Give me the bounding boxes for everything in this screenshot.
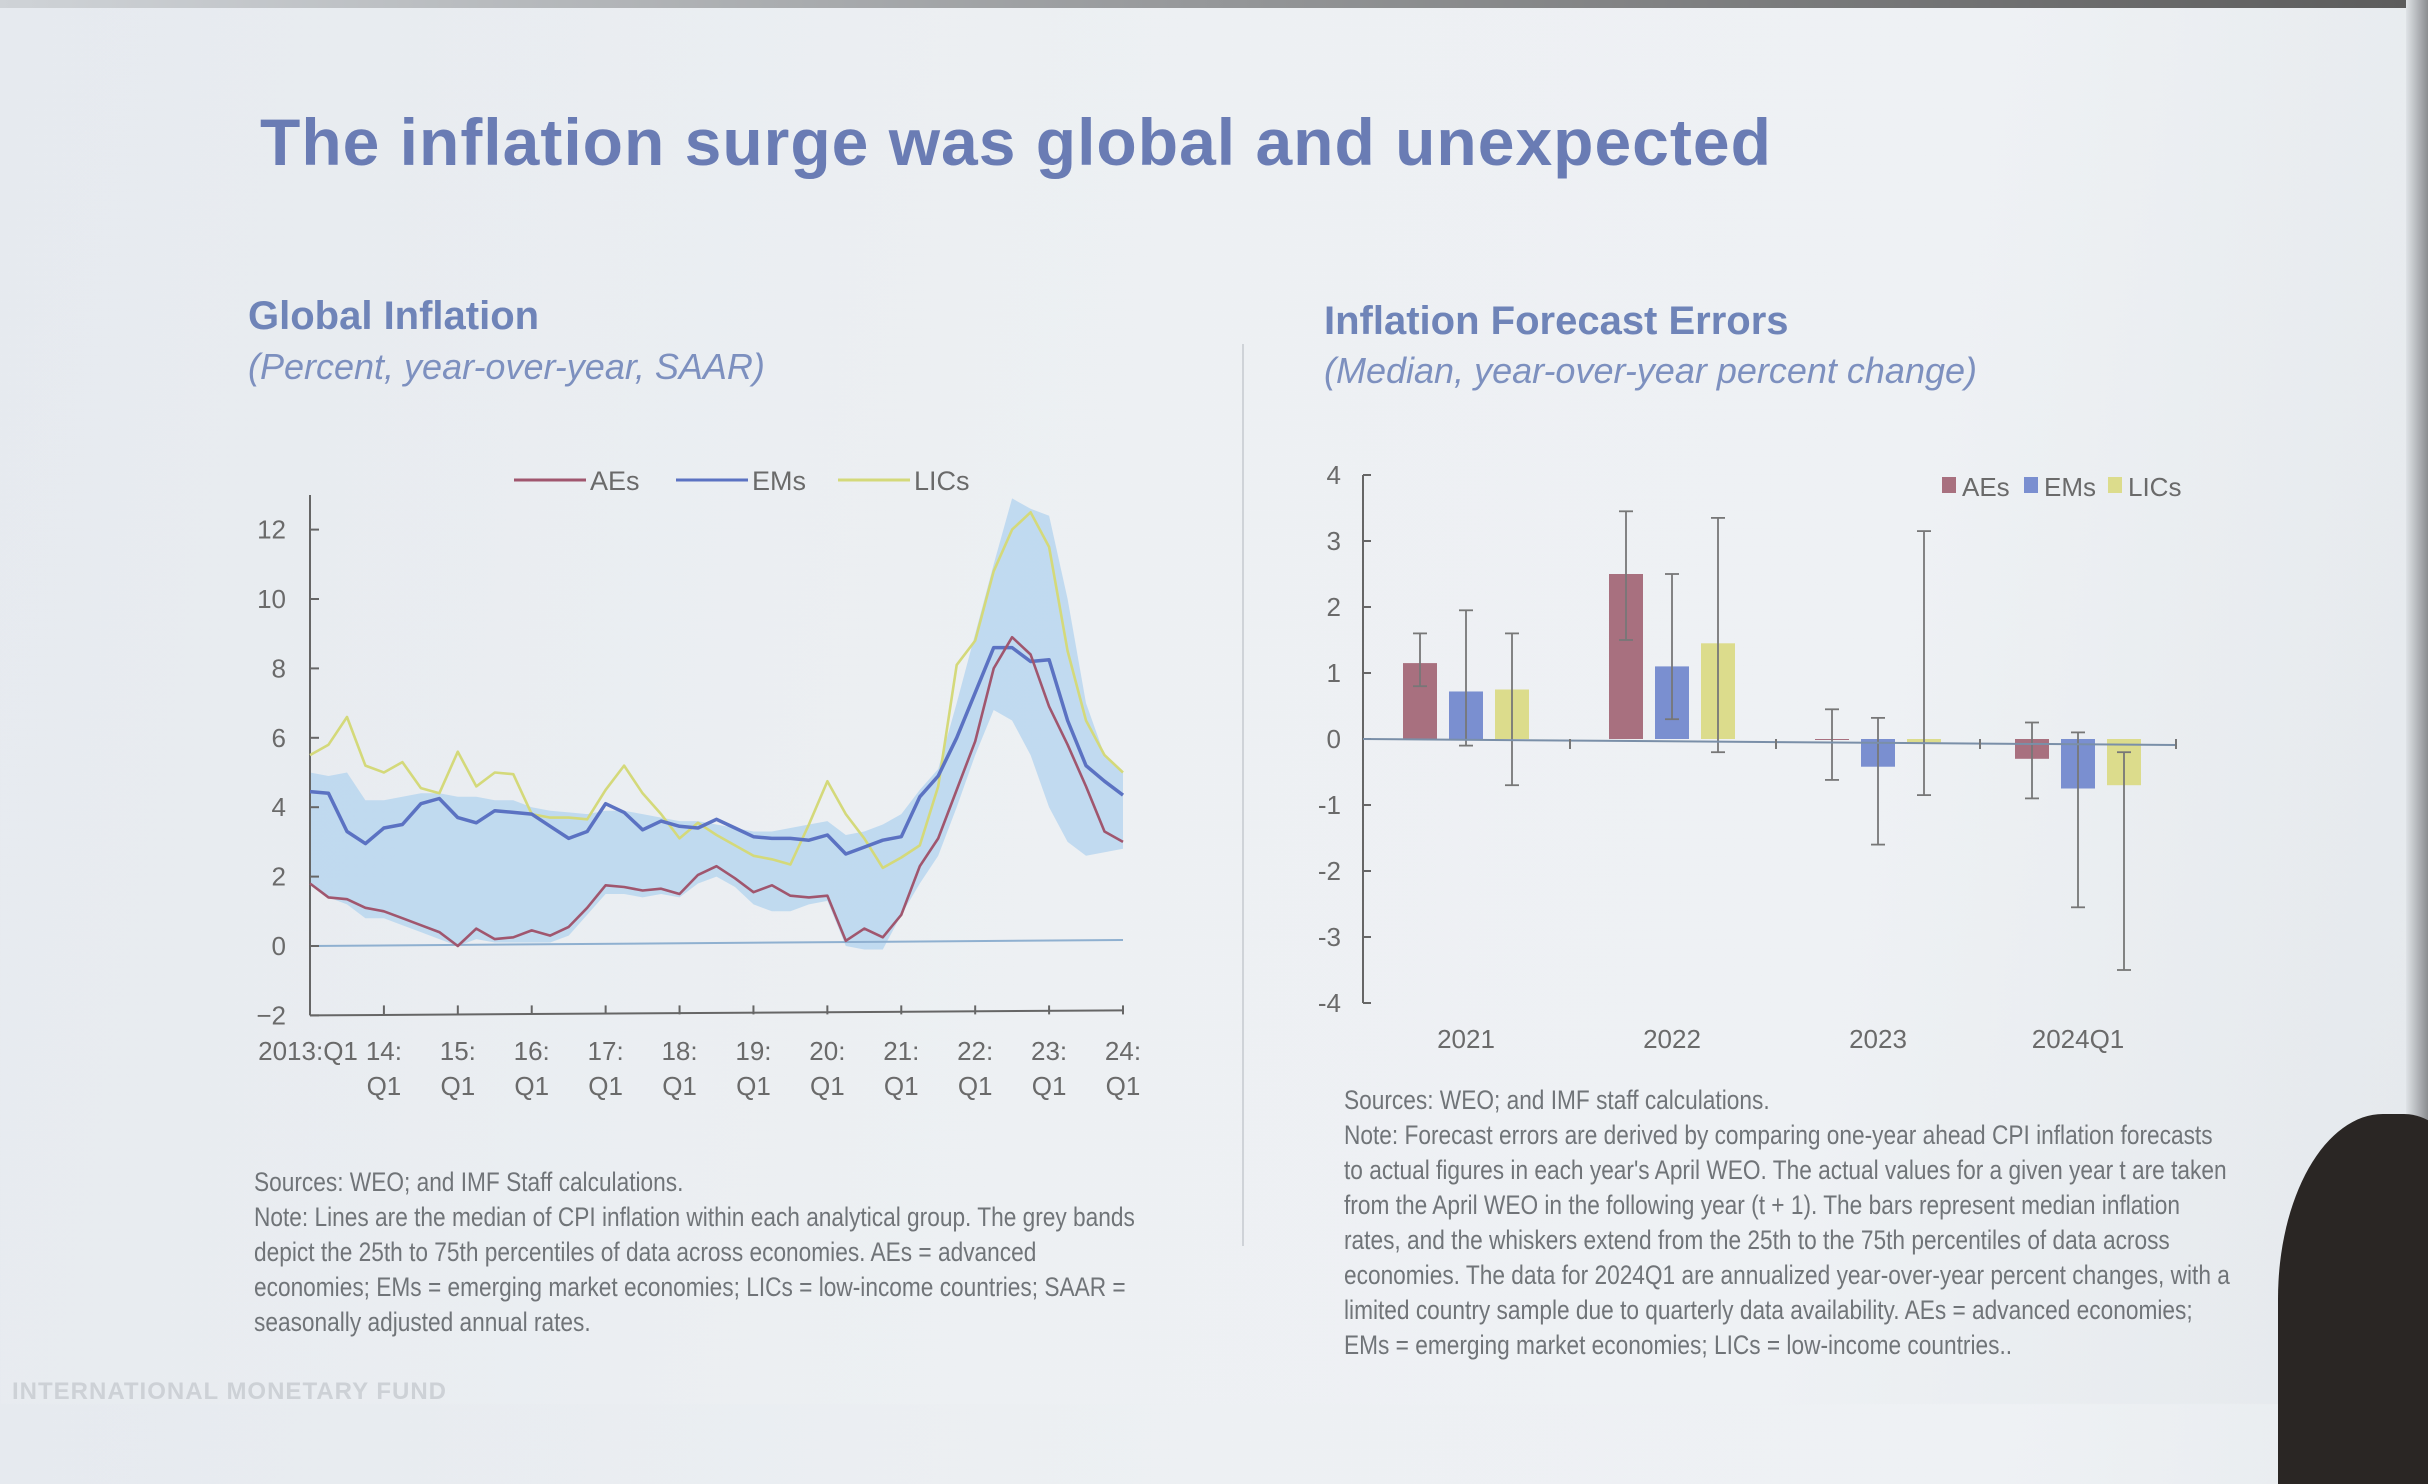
y-tick-label: 3: [1327, 526, 1341, 556]
legend-label: AEs: [1962, 472, 2010, 502]
y-tick-label: -4: [1318, 988, 1341, 1018]
legend-label: EMs: [2044, 472, 2096, 502]
x-tick-label: Q1: [1032, 1071, 1067, 1101]
note-line: economies. The data for 2024Q1 are annua…: [1344, 1260, 2230, 1290]
x-tick-label: 16:: [514, 1036, 550, 1066]
legend-label: LICs: [914, 466, 970, 496]
note-line: depict the 25th to 75th percentiles of d…: [254, 1237, 1037, 1267]
percentile-band: [310, 498, 1123, 950]
x-tick-label: 2021: [1437, 1024, 1495, 1054]
y-tick-label: 1: [1327, 658, 1341, 688]
x-tick-label: 20:: [809, 1036, 845, 1066]
left-chart-subtitle: (Percent, year-over-year, SAAR): [248, 346, 765, 387]
y-tick-label: 4: [272, 792, 286, 822]
x-tick-label: 21:: [883, 1036, 919, 1066]
x-tick-label: 2013:Q1: [258, 1036, 358, 1066]
series-line-aes: [309, 635, 1124, 948]
legend-swatch-ems: [2024, 477, 2038, 493]
x-tick-label: Q1: [514, 1071, 549, 1101]
note-line: Sources: WEO; and IMF Staff calculations…: [254, 1167, 684, 1197]
screen-right-edge: [2406, 0, 2428, 1404]
slide-title: The inflation surge was global and unexp…: [260, 105, 1772, 179]
global-inflation-chart: −2 0 2 4 6 8 10 12 2013:Q1 14: Q1 15: Q1 16: Q1 17: Q1 18…: [256, 466, 1141, 1101]
x-tick-label: Q1: [810, 1071, 845, 1101]
x-axis: [309, 1009, 1124, 1017]
y-tick-label: -2: [1318, 856, 1341, 886]
x-tick-label: 2023: [1849, 1024, 1907, 1054]
x-tick-label: Q1: [736, 1071, 771, 1101]
y-tick-label: 12: [257, 515, 286, 545]
x-tick-label: 2022: [1643, 1024, 1701, 1054]
note-line: EMs = emerging market economies; LICs = …: [1344, 1330, 2013, 1360]
legend-swatch-aes: [1942, 477, 1956, 493]
imf-watermark: INTERNATIONAL MONETARY FUND: [12, 1378, 447, 1405]
y-tick-label: 0: [1327, 724, 1341, 754]
note-line: economies; EMs = emerging market economi…: [254, 1272, 1126, 1302]
note-line: limited country sample due to quarterly …: [1344, 1295, 2193, 1325]
x-axis: [1362, 738, 2177, 746]
legend-label: LICs: [2128, 472, 2181, 502]
y-tick-label: -3: [1318, 922, 1341, 952]
y-tick-label: 6: [272, 723, 286, 753]
y-tick-label: 8: [272, 653, 286, 683]
x-tick-label: 14:: [366, 1036, 402, 1066]
y-tick-label: 2: [1327, 592, 1341, 622]
x-tick-label: 24:: [1105, 1036, 1141, 1066]
x-tick-label: Q1: [884, 1071, 919, 1101]
x-tick-label: 23:: [1031, 1036, 1067, 1066]
x-tick-label: 15:: [440, 1036, 476, 1066]
y-tick-label: 4: [1327, 460, 1341, 490]
note-line: rates, and the whiskers extend from the …: [1344, 1225, 2170, 1255]
zero-line: [309, 939, 1124, 947]
y-tick-label: −2: [256, 1000, 286, 1030]
x-tick-label: 17:: [588, 1036, 624, 1066]
x-tick-label: 22:: [957, 1036, 993, 1066]
x-tick-label: Q1: [588, 1071, 623, 1101]
note-line: Note: Forecast errors are derived by com…: [1344, 1120, 2213, 1150]
note-line: seasonally adjusted annual rates.: [254, 1307, 591, 1337]
screen-top-edge: [0, 0, 2428, 8]
x-tick-label: 19:: [735, 1036, 771, 1066]
series-line-lics: [309, 510, 1124, 870]
x-tick-label: Q1: [1106, 1071, 1141, 1101]
legend-swatch-lics: [2108, 477, 2122, 493]
presenter-silhouette: [2278, 1114, 2428, 1484]
right-chart-subtitle: (Median, year-over-year percent change): [1324, 350, 1978, 391]
y-tick-label: 10: [257, 584, 286, 614]
legend-label: EMs: [752, 466, 806, 496]
x-tick-label: Q1: [367, 1071, 402, 1101]
x-tick-label: Q1: [662, 1071, 697, 1101]
note-line: from the April WEO in the following year…: [1344, 1190, 2180, 1220]
x-tick-label: 18:: [661, 1036, 697, 1066]
legend-label: AEs: [590, 466, 640, 496]
x-tick-label: Q1: [958, 1071, 993, 1101]
right-chart-title: Inflation Forecast Errors: [1324, 299, 1789, 343]
note-line: Note: Lines are the median of CPI inflat…: [254, 1202, 1135, 1232]
series-line-ems: [309, 645, 1125, 856]
note-line: Sources: WEO; and IMF staff calculations…: [1344, 1085, 1770, 1115]
forecast-errors-chart: -4 -3 -2 -1 0 1 2 3 4 2021 2022 2023 2024Q1 AEs EMs LIC…: [1318, 460, 2182, 1054]
panel-divider: [1242, 344, 1244, 1246]
y-tick-label: -1: [1318, 790, 1341, 820]
right-notes: Sources: WEO; and IMF staff calculations…: [1344, 1083, 2230, 1363]
y-tick-label: 2: [272, 862, 286, 892]
note-line: to actual figures in each year's April W…: [1344, 1155, 2227, 1185]
left-notes: Sources: WEO; and IMF Staff calculations…: [254, 1165, 1135, 1340]
y-tick-label: 0: [272, 931, 286, 961]
x-tick-label: 2024Q1: [2032, 1024, 2125, 1054]
left-chart-title: Global Inflation: [248, 294, 540, 338]
x-tick-label: Q1: [440, 1071, 475, 1101]
